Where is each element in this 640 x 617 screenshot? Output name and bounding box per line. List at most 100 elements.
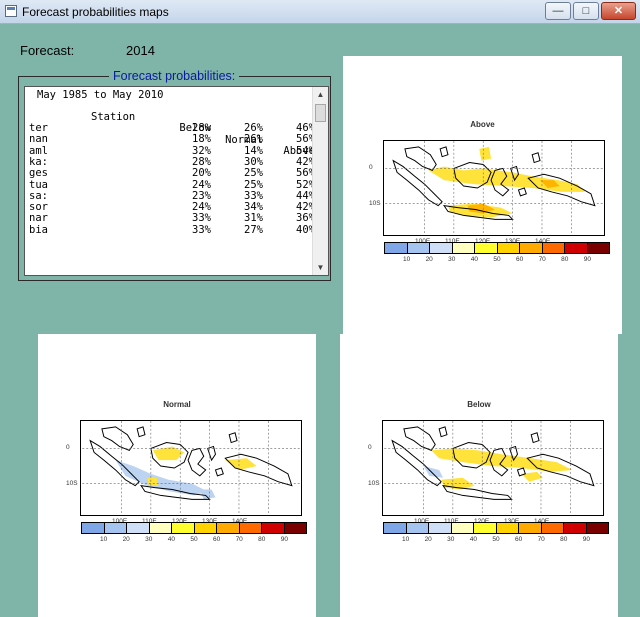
colorbar-swatch	[406, 523, 429, 533]
coastline	[453, 162, 492, 189]
normal-map-panel: Normal 0 10S 100E 110E 120E 130E 140E 10 20 30 40 50…	[38, 334, 316, 617]
colorbar-label: 50	[493, 256, 501, 263]
colorbar-label: 80	[561, 256, 569, 263]
probability-shading	[199, 489, 216, 500]
colorbar-swatch	[194, 523, 217, 533]
probabilities-listbox[interactable]: May 1985 to May 2010 Station Below Norma…	[24, 86, 329, 276]
colorbar-swatch	[217, 523, 240, 533]
below-cell: 32%	[192, 144, 211, 157]
normal-cell: 27%	[244, 223, 263, 236]
station-cell: sa:	[29, 189, 48, 202]
probability-shading	[146, 477, 159, 486]
colorbar-swatch	[451, 523, 474, 533]
table-row: ter 28% 26% 46%	[25, 122, 315, 135]
colorbar-swatch	[429, 523, 452, 533]
period-text: May 1985 to May 2010	[37, 89, 164, 101]
normal-cell: 25%	[244, 178, 263, 191]
close-button[interactable]: ✕	[601, 2, 636, 20]
station-cell: nar	[29, 212, 48, 225]
probability-shading	[423, 466, 444, 478]
probability-shading	[467, 203, 495, 214]
colorbar-label: 10	[402, 256, 411, 263]
station-cell: nan	[29, 133, 48, 146]
coastline	[517, 187, 527, 197]
maximize-icon: □	[582, 5, 590, 17]
longitude-tick-label: 130E	[505, 238, 521, 245]
coastline	[439, 146, 449, 158]
scroll-up-button[interactable]: ▲	[313, 87, 328, 102]
above-cell: 44%	[296, 189, 315, 202]
colorbar-swatch	[82, 523, 105, 533]
colorbar-swatch	[239, 523, 262, 533]
station-cell: ges	[29, 167, 48, 180]
normal-cell: 30%	[244, 155, 263, 168]
colorbar-label: 40	[469, 536, 478, 543]
colorbar-swatch	[452, 243, 475, 253]
table-row: nan 18% 26% 56%	[25, 134, 315, 146]
above-cell: 54%	[296, 144, 315, 157]
coastline	[452, 442, 491, 469]
normal-cell: 31%	[244, 212, 263, 225]
normal-cell: 25%	[244, 167, 263, 180]
coastline	[531, 152, 541, 164]
scroll-down-button[interactable]: ▼	[313, 260, 328, 275]
colorbar-label: 60	[514, 536, 523, 543]
above-map-panel: Above 0 10S 100E 110E 120E 130E 140E 10 20 30 40 50 6…	[343, 56, 622, 334]
longitude-tick-label: 140E	[232, 518, 248, 525]
colorbar-label: 10	[401, 536, 410, 543]
colorbar-label: 80	[560, 536, 568, 543]
colorbar-label: 20	[424, 536, 432, 543]
colorbar-swatch	[542, 243, 565, 253]
colorbar-label: 30	[447, 536, 455, 543]
chevron-down-icon: ▼	[316, 263, 325, 272]
vertical-scrollbar[interactable]: ▲ ▼	[312, 87, 328, 275]
colorbar-swatch	[384, 523, 407, 533]
longitude-tick-label: 130E	[202, 518, 218, 525]
longitude-tick-label: 110E	[444, 518, 459, 525]
minimize-button[interactable]: —	[545, 2, 571, 20]
colorbar-swatch	[127, 523, 150, 533]
above-cell: 52%	[296, 178, 315, 191]
coastline	[228, 432, 238, 444]
scroll-thumb[interactable]	[315, 104, 326, 122]
coastline	[516, 467, 526, 477]
colorbar-swatch	[284, 523, 306, 533]
colorbar-label: 60	[212, 536, 221, 543]
forecast-probabilities-group: Forecast probabilities: May 1985 to May …	[18, 69, 331, 281]
colorbar-swatch	[385, 243, 408, 253]
below-map-plot	[382, 420, 604, 516]
colorbar-swatch	[407, 243, 430, 253]
forecast-label: Forecast:	[20, 43, 75, 58]
below-colorbar	[383, 522, 609, 534]
colorbar-swatch	[149, 523, 172, 533]
normal-cell: 26%	[244, 133, 263, 146]
station-header: Station	[91, 111, 136, 124]
below-cell: 33%	[192, 212, 211, 225]
colorbar-swatch	[104, 523, 127, 533]
coastline	[207, 445, 217, 462]
station-cell: ka:	[29, 155, 48, 168]
below-cell: 24%	[192, 201, 211, 214]
coastline	[530, 432, 540, 444]
colorbar-swatch	[474, 523, 497, 533]
table-row: ka: 28% 30% 42%	[25, 155, 315, 169]
colorbar-swatch	[565, 243, 588, 253]
table-row: aml 32% 14% 54%	[25, 144, 315, 158]
probability-shading	[431, 448, 573, 472]
colorbar-label: 40	[167, 536, 176, 543]
title-bar: Forecast probabilities maps — □ ✕	[0, 0, 640, 24]
colorbar-swatch	[587, 243, 609, 253]
normal-cell: 33%	[244, 189, 263, 202]
coastline	[187, 447, 207, 477]
coastline	[490, 167, 510, 197]
above-map-svg	[385, 141, 603, 235]
below-map-panel: Below 0 10S 100E 110E 120E 130E 140E 10 20 30 40 50 6…	[340, 334, 618, 617]
probability-shading	[152, 446, 185, 461]
probability-shading	[521, 471, 543, 482]
colorbar-label: 50	[492, 536, 500, 543]
colorbar-label: 70	[537, 536, 545, 543]
maximize-button[interactable]: □	[573, 2, 599, 20]
longitude-tick-label: 120E	[172, 518, 188, 525]
latitude-tick-label: 0	[66, 444, 70, 451]
station-cell: ter	[29, 122, 48, 134]
